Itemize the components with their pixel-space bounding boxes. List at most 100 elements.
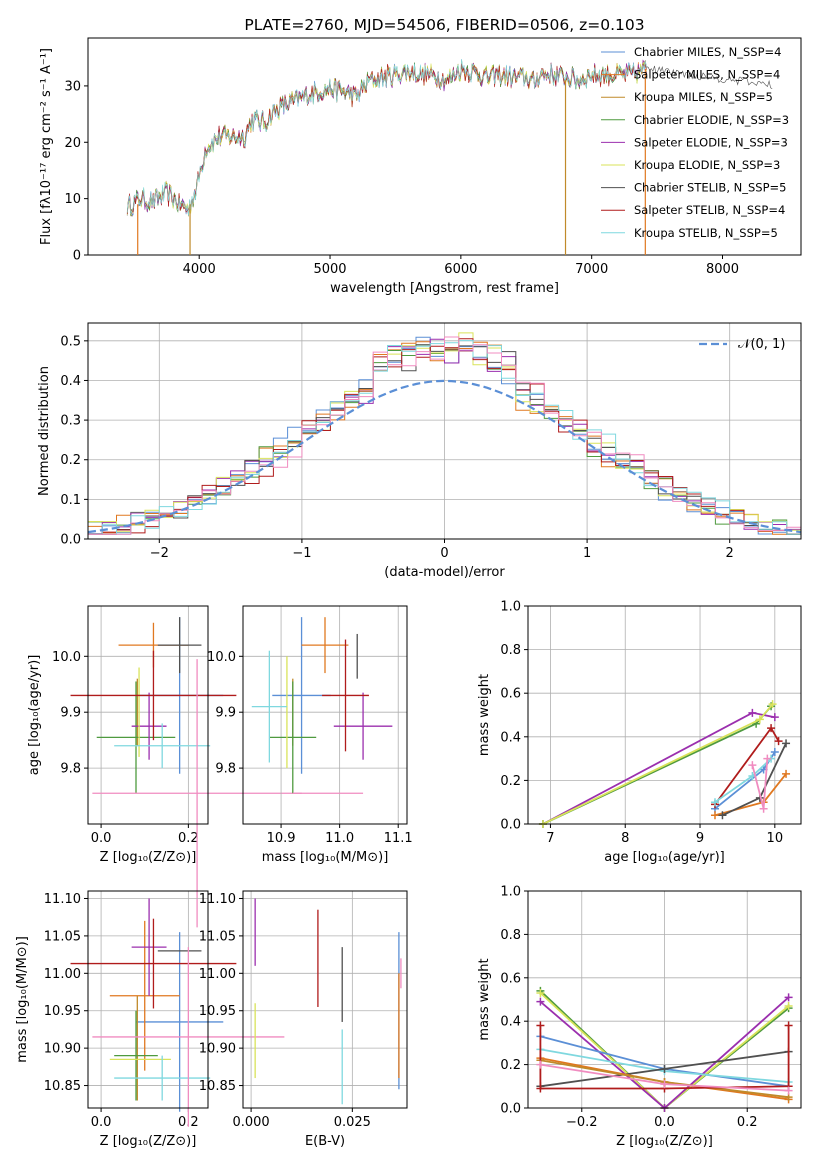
weight-marker-cyan (710, 798, 719, 807)
y-tick-label: 0.6 (500, 971, 521, 986)
legend-label: Kroupa MILES, N_SSP=5 (634, 90, 773, 104)
mass-vs-extinction-plot: 0.000 0.025 10.85 10.90 10.95 11.00 11.05 11.10… (199, 890, 408, 1149)
weight-marker-pink (763, 754, 772, 763)
y-tick-label: 10.90 (199, 1042, 236, 1057)
x-tick-label: 0.0 (654, 1115, 675, 1130)
weight-marker-pink (784, 1086, 793, 1095)
normal-curve (87, 379, 802, 534)
x-tick-label: 4000 (183, 262, 216, 277)
weight-marker-yellow (784, 1002, 793, 1011)
mass-weight-vs-metallicity-plot: −0.2 0.0 0.2 0.0 0.2 0.4 0.6 0.8 1.0 Z [log₁₀(Z/Z… (477, 885, 802, 1149)
y-tick-label: 9.8 (60, 762, 81, 777)
x-tick-label: 0.0 (91, 831, 112, 846)
y-tick-label: 0.8 (500, 643, 521, 658)
y-tick-label: 0.8 (500, 928, 521, 943)
weight-marker-gray (718, 811, 727, 820)
weight-marker-yellow (755, 715, 764, 724)
weight-marker-red (536, 1021, 545, 1030)
weight-marker-red (536, 1084, 545, 1093)
x-tick-label: 7 (546, 831, 554, 846)
legend-label: Salpeter MILES, N_SSP=4 (634, 68, 780, 82)
y-tick-label: 0.2 (500, 774, 521, 789)
x-tick-label: 0.2 (737, 1115, 758, 1130)
weight-marker-orange (782, 769, 791, 778)
weight-marker-gray (660, 1064, 669, 1073)
spectrum-line-cyan (126, 59, 647, 216)
axes-frame (242, 605, 408, 825)
y-tick-label: 1.0 (500, 600, 521, 615)
x-axis-label: Z [log₁₀(Z/Z⊙)] (100, 1134, 197, 1149)
mass-weight-vs-age-plot: 7 8 9 10 0.0 0.2 0.4 0.6 0.8 1.0 age [log₁₀(age/yr… (477, 600, 802, 865)
residuals-histogram: −2 −1 0 1 2 0.0 0.1 0.2 0.3 0.4 0.5 𝒩(0, 1) (data-mo… (37, 322, 802, 580)
x-tick-label: −0.2 (566, 1115, 598, 1130)
y-tick-label: 0.4 (500, 1015, 521, 1030)
y-tick-label: 10.85 (199, 1079, 236, 1094)
legend-label: Salpeter ELODIE, N_SSP=3 (634, 135, 788, 149)
y-tick-label: 11.10 (44, 892, 81, 907)
x-axis-label: Z [log₁₀(Z/Z⊙)] (616, 1134, 713, 1149)
x-tick-label: 8000 (706, 262, 739, 277)
x-tick-label: 5000 (313, 262, 346, 277)
y-tick-label: 0.0 (500, 818, 521, 833)
x-tick-label: 0.025 (334, 1115, 371, 1130)
y-tick-label: 10.95 (199, 1004, 236, 1019)
legend-label: Chabrier STELIB, N_SSP=5 (634, 181, 786, 195)
legend-label: Kroupa STELIB, N_SSP=5 (634, 226, 778, 240)
y-tick-label: 0.5 (60, 334, 81, 349)
y-tick-label: 9.9 (215, 706, 236, 721)
weight-marker-orange (710, 811, 719, 820)
y-tick-label: 9.8 (215, 762, 236, 777)
spectrum-line-tail (646, 65, 773, 89)
x-tick-label: 6000 (444, 262, 477, 277)
legend-label: Kroupa ELODIE, N_SSP=3 (634, 158, 780, 172)
axes-frame (87, 605, 209, 825)
y-tick-label: 11.00 (44, 967, 81, 982)
axes-frame (527, 890, 802, 1109)
x-tick-label: 7000 (575, 262, 608, 277)
weight-marker-pink (660, 1080, 669, 1089)
x-tick-label: 0.2 (178, 831, 199, 846)
y-tick-label: 10.0 (207, 650, 236, 665)
y-axis-label: Normed distribution (37, 366, 52, 496)
x-axis-label: E(B-V) (305, 1134, 345, 1149)
age-vs-metallicity-plot: 0.0 0.2 9.8 9.9 10.0 Z [log₁₀(Z/Z⊙)] age [log₁… (27, 605, 302, 928)
weight-marker-red (774, 737, 783, 746)
y-tick-label: 0.4 (60, 374, 81, 389)
weight-marker-pink (536, 1060, 545, 1069)
x-tick-label: 1 (583, 546, 591, 561)
axes-frame (87, 890, 209, 1109)
x-tick-label: 0.000 (232, 1115, 269, 1130)
axes-frame (242, 890, 408, 1109)
x-tick-label: 0 (440, 546, 448, 561)
legend-label: Chabrier ELODIE, N_SSP=3 (634, 113, 789, 127)
legend-label: Chabrier MILES, N_SSP=4 (634, 45, 781, 59)
weight-marker-yellow (768, 700, 777, 709)
y-tick-label: 1.0 (500, 885, 521, 900)
y-axis-label: age [log₁₀(age/yr)] (27, 655, 42, 776)
chart-title: PLATE=2760, MJD=54506, FIBERID=0506, z=0… (244, 16, 644, 34)
weight-marker-blue (770, 748, 779, 757)
y-tick-label: 11.00 (199, 967, 236, 982)
y-tick-label: 0.6 (500, 687, 521, 702)
age-vs-mass-plot: 10.9 11.0 11.1 9.8 9.9 10.0 mass [log₁₀(M/M⊙)] (207, 605, 413, 865)
y-tick-label: 30 (64, 79, 81, 94)
weight-marker-red (767, 724, 776, 733)
x-tick-label: 9 (696, 831, 704, 846)
x-axis-label: Z [log₁₀(Z/Z⊙)] (100, 850, 197, 865)
weight-marker-red (784, 1021, 793, 1030)
y-tick-label: 0.3 (60, 414, 81, 429)
y-tick-label: 0.4 (500, 730, 521, 745)
legend-label: Salpeter STELIB, N_SSP=4 (634, 203, 785, 217)
x-axis-label: age [log₁₀(age/yr)] (604, 850, 725, 865)
y-axis-label: mass weight (477, 674, 492, 756)
weight-marker-purple (770, 713, 779, 722)
weight-marker-gray (782, 739, 791, 748)
y-tick-label: 0.0 (500, 1102, 521, 1117)
y-tick-label: 11.05 (44, 929, 81, 944)
y-tick-label: 0 (73, 249, 81, 264)
histogram-purple (88, 338, 801, 535)
x-tick-label: 8 (621, 831, 629, 846)
y-tick-label: 10.0 (52, 650, 81, 665)
